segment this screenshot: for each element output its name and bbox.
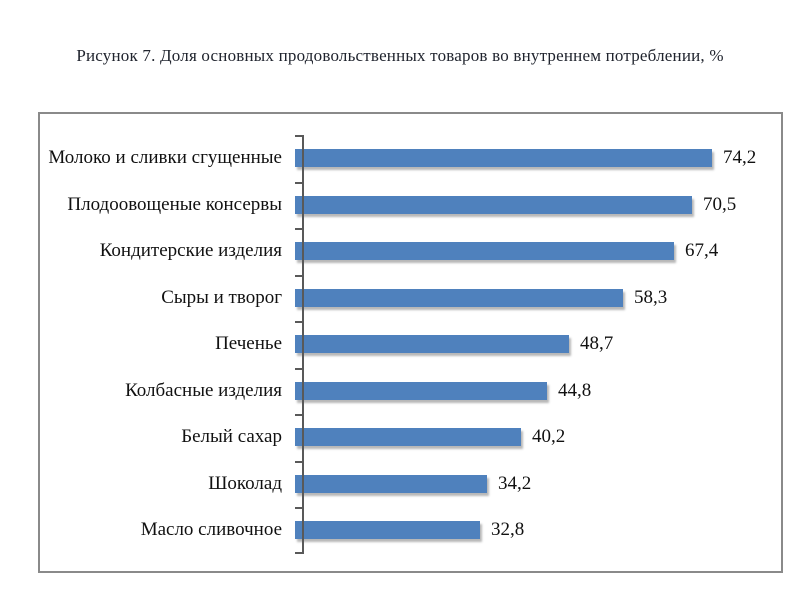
category-label: Печенье (215, 333, 282, 355)
bar-track: 34,2 (292, 461, 781, 508)
axis-tick (295, 321, 302, 323)
bar-track: 40,2 (292, 414, 781, 461)
chart-row: Шоколад 34,2 (40, 461, 781, 508)
chart-row: Кондитерские изделия 67,4 (40, 228, 781, 275)
chart-row: Молоко и сливки сгущенные 74,2 (40, 135, 781, 182)
bar (295, 288, 623, 307)
category-label: Сыры и творог (161, 286, 282, 308)
chart-row: Масло сливочное 32,8 (40, 507, 781, 554)
bar-track: 70,5 (292, 182, 781, 229)
axis-tick (295, 507, 302, 509)
bar (295, 242, 674, 261)
value-label: 74,2 (723, 147, 757, 169)
category-label: Белый сахар (181, 426, 282, 448)
bar (295, 195, 692, 214)
chart-row: Печенье 48,7 (40, 321, 781, 368)
bar-track: 58,3 (292, 275, 781, 322)
chart-row: Сыры и творог 58,3 (40, 275, 781, 322)
bar (295, 521, 480, 540)
bar-track: 67,4 (292, 228, 781, 275)
category-label: Шоколад (208, 472, 282, 494)
axis-tick (295, 182, 302, 184)
bar-track: 48,7 (292, 321, 781, 368)
category-label: Колбасные изделия (125, 379, 282, 401)
plot-area: Молоко и сливки сгущенные 74,2 Плодоовощ… (40, 135, 781, 554)
value-label: 70,5 (703, 193, 737, 215)
value-label: 44,8 (558, 379, 592, 401)
category-axis-line (302, 135, 304, 554)
figure-caption: Рисунок 7. Доля основных продовольственн… (76, 46, 724, 65)
bar-track: 32,8 (292, 507, 781, 554)
axis-tick (295, 275, 302, 277)
bar (295, 474, 487, 493)
bar (295, 381, 547, 400)
value-label: 34,2 (498, 472, 532, 494)
category-label: Кондитерские изделия (99, 240, 282, 262)
bar (295, 149, 712, 168)
chart-frame: Молоко и сливки сгущенные 74,2 Плодоовощ… (38, 112, 783, 573)
axis-tick (295, 414, 302, 416)
category-label: Молоко и сливки сгущенные (48, 147, 282, 169)
chart-row: Колбасные изделия 44,8 (40, 368, 781, 415)
axis-tick (295, 461, 302, 463)
chart-row: Белый сахар 40,2 (40, 414, 781, 461)
value-label: 32,8 (491, 519, 525, 541)
axis-tick (295, 228, 302, 230)
category-label: Масло сливочное (140, 519, 282, 541)
bar (295, 428, 521, 447)
value-label: 67,4 (685, 240, 719, 262)
bar-track: 44,8 (292, 368, 781, 415)
axis-tick (295, 135, 302, 137)
chart-row: Плодоовощеные консервы 70,5 (40, 182, 781, 229)
category-label: Плодоовощеные консервы (67, 193, 282, 215)
value-label: 58,3 (634, 286, 668, 308)
value-label: 40,2 (532, 426, 566, 448)
bar (295, 335, 569, 354)
axis-tick (295, 552, 302, 554)
value-label: 48,7 (580, 333, 614, 355)
bar-track: 74,2 (292, 135, 781, 182)
axis-tick (295, 368, 302, 370)
